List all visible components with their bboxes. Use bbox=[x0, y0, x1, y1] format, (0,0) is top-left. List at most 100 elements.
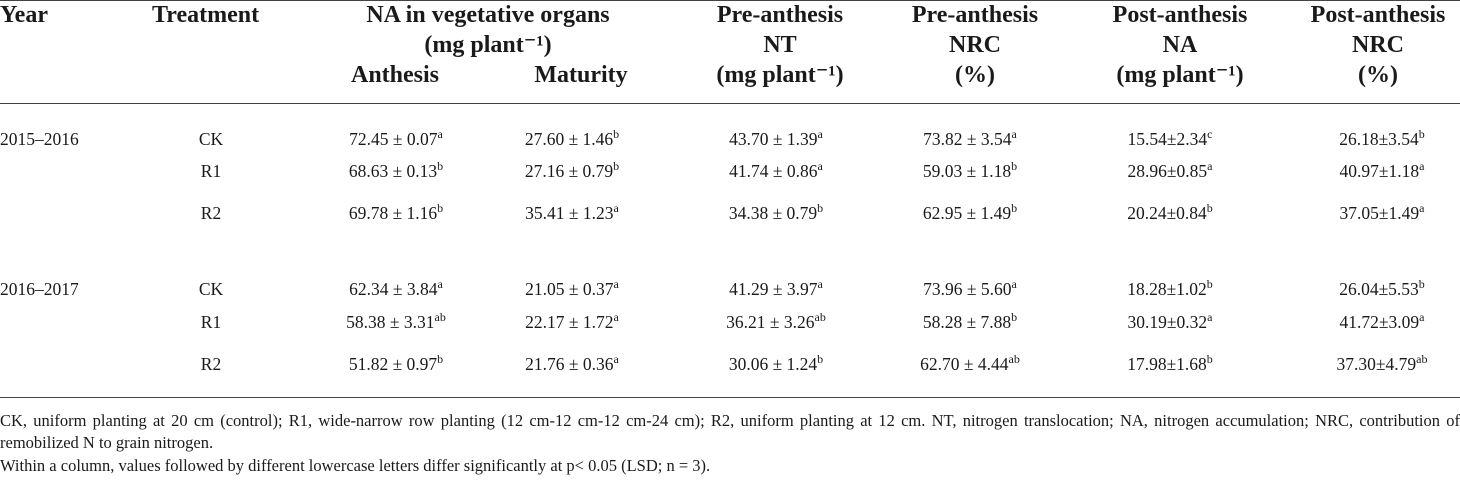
header-pre-nrc-line1: Pre-anthesis bbox=[911, 2, 1039, 28]
value-text: 59.03 ± 1.18 bbox=[922, 161, 1012, 181]
treatment-cell: R2 bbox=[200, 354, 222, 374]
value-cell-post-nrc: 37.30±4.79ab bbox=[1337, 353, 1428, 375]
value-text: 28.96±0.85 bbox=[1127, 161, 1208, 181]
value-text: 27.16 ± 0.79 bbox=[524, 161, 614, 181]
footnote-significance: Within a column, values followed by diff… bbox=[0, 456, 711, 475]
significance-letter: a bbox=[613, 352, 619, 366]
value-text: 41.72±3.09 bbox=[1339, 312, 1420, 332]
header-na-vegetative: NA in vegetative organs (mg plant⁻¹) bbox=[318, 0, 658, 60]
significance-letter: a bbox=[613, 201, 619, 215]
value-text: 26.04±5.53 bbox=[1339, 279, 1419, 299]
significance-letter: ab bbox=[1008, 352, 1020, 366]
value-cell-post-nrc: 26.18±3.54b bbox=[1339, 128, 1425, 150]
value-cell-pre-nrc: 59.03 ± 1.18b bbox=[923, 160, 1017, 182]
significance-letter: b bbox=[437, 352, 444, 366]
significance-letter: a bbox=[613, 277, 619, 291]
value-cell-anthesis: 51.82 ± 0.97b bbox=[349, 353, 443, 375]
significance-letter: b bbox=[1011, 310, 1018, 324]
value-cell-maturity: 35.41 ± 1.23a bbox=[525, 202, 619, 224]
value-text: 37.05±1.49 bbox=[1339, 203, 1420, 223]
footnote-abbreviations: CK, uniform planting at 20 cm (control);… bbox=[0, 411, 1460, 452]
value-text: 73.82 ± 3.54 bbox=[923, 129, 1012, 149]
value-text: 43.70 ± 1.39 bbox=[729, 129, 818, 149]
value-cell-anthesis: 72.45 ± 0.07a bbox=[349, 128, 443, 150]
significance-letter: b bbox=[437, 201, 444, 215]
value-cell-pre-nt: 41.74 ± 0.86a bbox=[729, 160, 823, 182]
value-cell-maturity: 27.60 ± 1.46b bbox=[525, 128, 619, 150]
significance-letter: a bbox=[1419, 159, 1425, 173]
value-text: 36.21 ± 3.26 bbox=[726, 312, 815, 332]
value-text: 20.24±0.84 bbox=[1127, 203, 1207, 223]
value-text: 68.63 ± 0.13 bbox=[348, 161, 438, 181]
significance-letter: b bbox=[817, 201, 824, 215]
significance-letter: a bbox=[1207, 310, 1213, 324]
value-cell-pre-nt: 34.38 ± 0.79b bbox=[729, 202, 823, 224]
value-text: 58.28 ± 7.88 bbox=[922, 312, 1012, 332]
treatment-cell: R2 bbox=[200, 203, 222, 223]
value-cell-anthesis: 69.78 ± 1.16b bbox=[349, 202, 443, 224]
significance-letter: ab bbox=[814, 310, 826, 324]
significance-letter: a bbox=[1011, 277, 1017, 291]
value-text: 26.18±3.54 bbox=[1339, 129, 1419, 149]
significance-letter: b bbox=[817, 352, 824, 366]
value-cell-pre-nrc: 73.82 ± 3.54a bbox=[923, 128, 1017, 150]
header-pre-anthesis-nt: Pre-anthesis NT (mg plant⁻¹) bbox=[690, 0, 870, 90]
value-cell-pre-nt: 41.29 ± 3.97a bbox=[729, 278, 823, 300]
header-pre-nt-line2: NT bbox=[763, 32, 797, 58]
value-cell-post-nrc: 41.72±3.09a bbox=[1340, 311, 1425, 333]
header-pre-nrc-line3: (%) bbox=[955, 62, 995, 88]
value-text: 51.82 ± 0.97 bbox=[348, 354, 438, 374]
value-cell-post-na: 28.96±0.85a bbox=[1128, 160, 1213, 182]
value-text: 34.38 ± 0.79 bbox=[728, 203, 818, 223]
year-cell: 2015–2016 bbox=[0, 129, 79, 149]
header-post-na-line2: NA bbox=[1162, 32, 1198, 58]
value-text: 58.38 ± 3.31 bbox=[346, 312, 435, 332]
significance-letter: a bbox=[1419, 201, 1425, 215]
value-text: 69.78 ± 1.16 bbox=[348, 203, 438, 223]
value-cell-anthesis: 62.34 ± 3.84a bbox=[349, 278, 443, 300]
value-cell-post-nrc: 26.04±5.53b bbox=[1339, 278, 1425, 300]
significance-letter: ab bbox=[434, 310, 446, 324]
value-text: 62.34 ± 3.84 bbox=[349, 279, 438, 299]
significance-letter: b bbox=[437, 159, 444, 173]
value-cell-pre-nt: 36.21 ± 3.26ab bbox=[726, 311, 826, 333]
value-text: 41.29 ± 3.97 bbox=[729, 279, 818, 299]
treatment-cell: CK bbox=[198, 279, 224, 299]
value-cell-maturity: 21.76 ± 0.36a bbox=[525, 353, 619, 375]
significance-letter: ab bbox=[1416, 352, 1428, 366]
value-cell-post-na: 20.24±0.84b bbox=[1127, 202, 1213, 224]
value-cell-post-na: 30.19±0.32a bbox=[1128, 311, 1213, 333]
value-text: 72.45 ± 0.07 bbox=[349, 129, 438, 149]
header-pre-anthesis-nrc: Pre-anthesis NRC (%) bbox=[890, 0, 1060, 90]
value-cell-pre-nt: 43.70 ± 1.39a bbox=[729, 128, 823, 150]
value-cell-pre-nrc: 62.95 ± 1.49b bbox=[923, 202, 1017, 224]
value-cell-pre-nrc: 73.96 ± 5.60a bbox=[923, 278, 1017, 300]
significance-letter: c bbox=[1207, 127, 1213, 141]
significance-letter: a bbox=[613, 310, 619, 324]
significance-letter: b bbox=[1011, 201, 1018, 215]
value-cell-anthesis: 68.63 ± 0.13b bbox=[349, 160, 443, 182]
value-text: 62.95 ± 1.49 bbox=[922, 203, 1012, 223]
significance-letter: b bbox=[613, 127, 620, 141]
value-cell-post-nrc: 37.05±1.49a bbox=[1340, 202, 1425, 224]
value-text: 30.06 ± 1.24 bbox=[728, 354, 818, 374]
significance-letter: b bbox=[1418, 277, 1425, 291]
value-text: 22.17 ± 1.72 bbox=[525, 312, 614, 332]
header-treatment: Treatment bbox=[152, 2, 260, 28]
value-text: 40.97±1.18 bbox=[1339, 161, 1420, 181]
significance-letter: b bbox=[1418, 127, 1425, 141]
header-na-vegetative-line1: NA in vegetative organs bbox=[366, 2, 610, 28]
value-text: 21.05 ± 0.37 bbox=[525, 279, 614, 299]
value-cell-maturity: 21.05 ± 0.37a bbox=[525, 278, 619, 300]
value-cell-post-na: 18.28±1.02b bbox=[1127, 278, 1213, 300]
value-cell-post-nrc: 40.97±1.18a bbox=[1340, 160, 1425, 182]
header-year: Year bbox=[0, 2, 48, 28]
value-text: 35.41 ± 1.23 bbox=[525, 203, 614, 223]
treatment-cell: R1 bbox=[200, 312, 222, 332]
header-post-na-line1: Post-anthesis bbox=[1112, 2, 1248, 28]
significance-letter: b bbox=[1206, 277, 1213, 291]
value-cell-post-na: 15.54±2.34c bbox=[1128, 128, 1213, 150]
value-text: 41.74 ± 0.86 bbox=[729, 161, 818, 181]
value-cell-maturity: 22.17 ± 1.72a bbox=[525, 311, 619, 333]
value-text: 73.96 ± 5.60 bbox=[923, 279, 1012, 299]
